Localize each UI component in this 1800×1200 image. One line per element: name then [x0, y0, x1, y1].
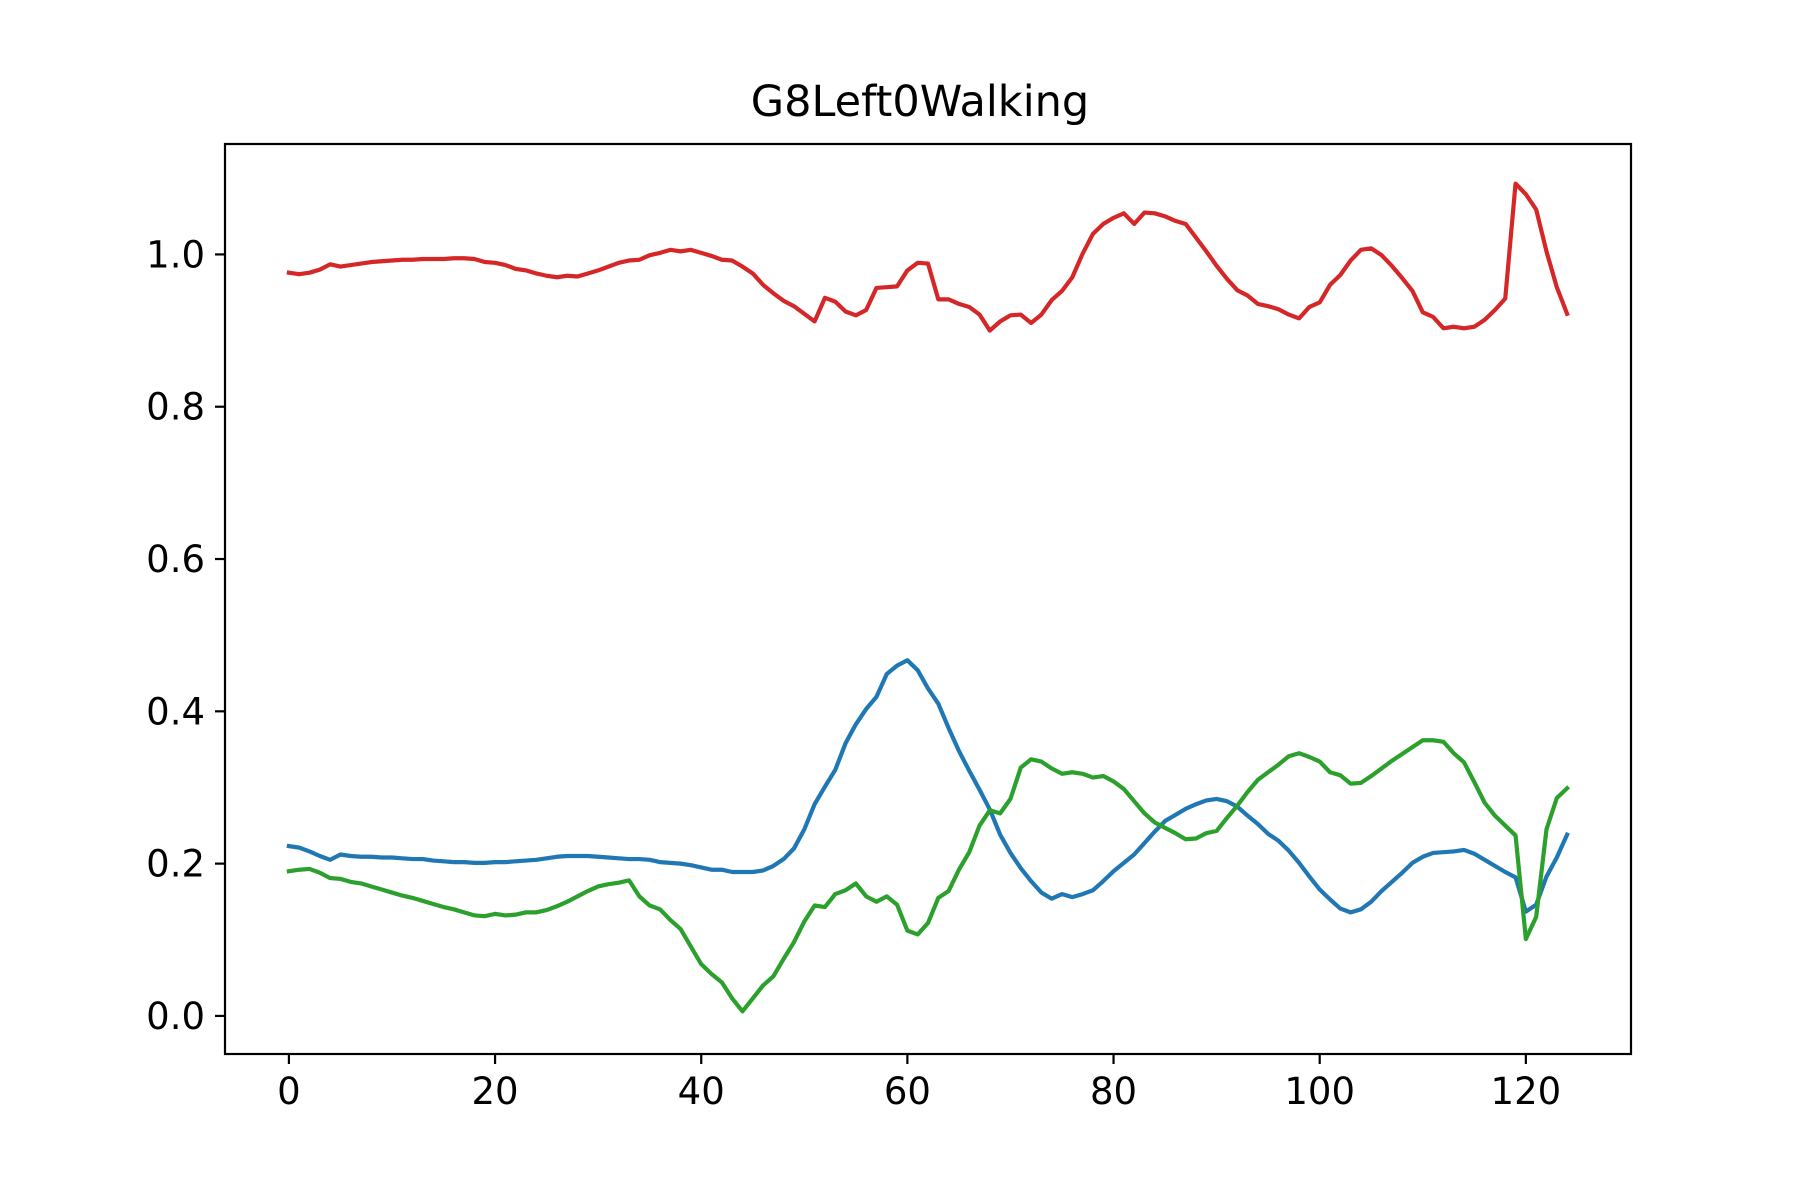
- chart-title: G8Left0Walking: [751, 77, 1089, 127]
- y-tick-label: 0.4: [146, 690, 205, 733]
- x-tick-label: 100: [1284, 1070, 1355, 1113]
- series-layer: [286, 181, 1571, 1014]
- x-tick-label: 80: [1090, 1070, 1137, 1113]
- x-tick-label: 120: [1491, 1070, 1562, 1113]
- x-axis: 0 20 40 60 80 100 120: [277, 1054, 1561, 1113]
- y-tick-label: 0.6: [146, 538, 205, 581]
- y-tick-label: 0.8: [146, 386, 205, 429]
- x-tick-label: 20: [472, 1070, 519, 1113]
- series-line-1: [286, 181, 1570, 333]
- y-tick-label: 0.0: [146, 995, 205, 1038]
- y-axis: 0.0 0.2 0.4 0.6 0.8 1.0: [146, 233, 225, 1038]
- x-tick-label: 40: [678, 1070, 725, 1113]
- series-line-2: [286, 658, 1570, 915]
- x-tick-label: 0: [277, 1070, 301, 1113]
- y-tick-label: 0.2: [146, 843, 205, 886]
- series-line-3: [286, 738, 1571, 1014]
- y-tick-label: 1.0: [146, 233, 205, 276]
- x-tick-label: 60: [884, 1070, 931, 1113]
- axes-frame: [223, 142, 1633, 1056]
